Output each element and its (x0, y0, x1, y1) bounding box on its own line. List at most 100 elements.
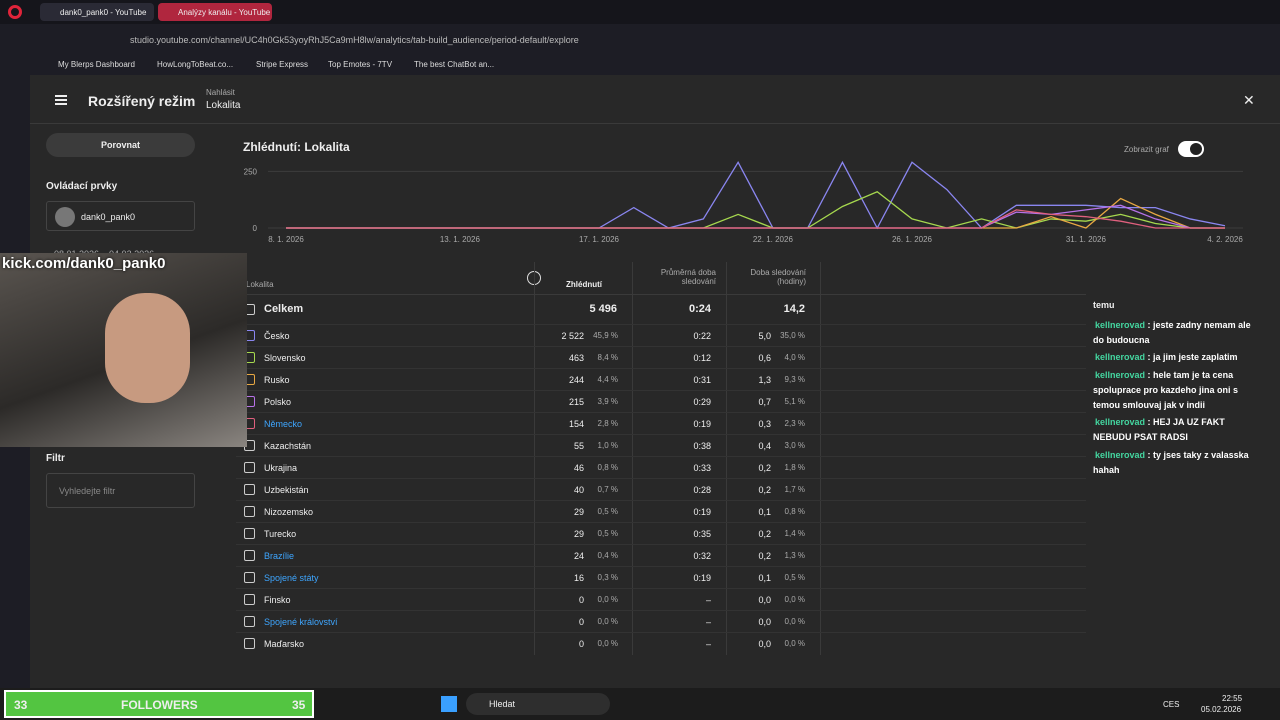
row-divider (236, 390, 1086, 391)
checkbox[interactable] (244, 572, 255, 583)
views: 29 (573, 507, 584, 517)
toggle[interactable] (1178, 141, 1204, 157)
chat-text: ja jim jeste zaplatim (1153, 352, 1238, 362)
filter-placeholder: Vyhledejte filtr (59, 486, 116, 496)
chart: 0 250 8. 1. 2026 13. 1. 2026 17. 1. 2026 22. … (244, 160, 1243, 244)
chat-separator: : (1145, 370, 1154, 380)
checkbox[interactable] (244, 484, 255, 495)
chat-message: kellnerovad : hele tam je ta cena spolup… (1093, 368, 1263, 413)
tab[interactable]: dank0_pank0 - YouTube (40, 3, 154, 21)
filter-input[interactable]: Vyhledejte filtr (46, 473, 195, 508)
col-header-hours[interactable]: Doba sledování (hodiny) (750, 268, 806, 286)
bookmark[interactable]: HowLongToBeat.co... (157, 60, 234, 69)
toggle-label: Zobrazit graf (1124, 145, 1169, 154)
opera-logo[interactable] (8, 5, 22, 19)
views: 16 (573, 573, 584, 583)
bookmark[interactable]: The best ChatBot an... (414, 60, 495, 69)
views: 55 (573, 441, 584, 451)
views: 24 (573, 551, 584, 561)
row-divider (236, 412, 1086, 413)
hours: 0,2 (758, 551, 771, 561)
views: 40 (573, 485, 584, 495)
views-pct: 0,5 % (597, 529, 618, 538)
x-tick-label: 4. 2. 2026 (1207, 235, 1243, 244)
search-box[interactable]: Hledat (466, 693, 610, 715)
chat-separator: : (1145, 320, 1154, 330)
views-pct: 0,5 % (597, 507, 618, 516)
checkbox[interactable] (244, 462, 255, 473)
start-button[interactable] (441, 696, 457, 712)
row-divider (236, 588, 1086, 589)
avg-duration: 0:32 (693, 551, 711, 561)
hours: 0,2 (758, 463, 771, 473)
table: Lokalita Zhlédnutí Průměrná doba sledování… (216, 262, 1086, 662)
avg-duration: 0:31 (693, 375, 711, 385)
checkbox[interactable] (244, 616, 255, 627)
row-divider (236, 544, 1086, 545)
menu-icon[interactable] (55, 95, 67, 97)
views: 215 (568, 397, 584, 407)
row-divider (236, 522, 1086, 523)
row-divider (236, 434, 1086, 435)
column-divider (632, 262, 633, 655)
header-title: Rozšířený režim (88, 93, 196, 109)
total-name: Celkem (264, 303, 304, 315)
checkbox[interactable] (244, 528, 255, 539)
followers-label: FOLLOWERS (121, 698, 198, 712)
hours-pct: 0,0 % (784, 595, 805, 604)
row-divider (236, 368, 1086, 369)
hours-pct: 35,0 % (780, 331, 805, 340)
hours: 0,2 (758, 529, 771, 539)
checkbox[interactable] (244, 550, 255, 561)
report-value[interactable]: Lokalita (206, 100, 241, 111)
avg-duration: 0:33 (693, 463, 711, 473)
location-link[interactable]: Spojené státy (264, 573, 319, 583)
location-link[interactable]: Německo (264, 419, 303, 429)
channel-select[interactable]: dank0_pank0 (46, 201, 195, 231)
views: 2 522 (561, 331, 584, 341)
location-name: Uzbekistán (264, 485, 309, 495)
views-pct: 0,4 % (597, 551, 618, 560)
bookmark[interactable]: Top Emotes - 7TV (328, 60, 393, 69)
bookmark[interactable]: My Blerps Dashboard (58, 60, 135, 69)
url-field[interactable]: studio.youtube.com/channel/UC4h0Gk53yoyR… (115, 29, 1165, 51)
checkbox[interactable] (244, 638, 255, 649)
chat-user: kellnerovad (1095, 320, 1146, 330)
avg-duration: – (705, 617, 711, 627)
views: 46 (573, 463, 584, 473)
col-header-avg[interactable]: Průměrná doba sledování (660, 268, 716, 286)
tab[interactable]: Analýzy kanálu - YouTube (158, 3, 272, 21)
avg-duration: 0:12 (693, 353, 711, 363)
checkbox[interactable] (244, 594, 255, 605)
avg-duration: 0:35 (693, 529, 711, 539)
series-line (286, 160, 1226, 230)
channel-avatar (55, 207, 75, 227)
hours-pct: 1,8 % (784, 463, 805, 472)
avg-duration: 0:19 (693, 573, 711, 583)
column-divider (726, 262, 727, 655)
chat-text: HEJ JA UZ FAKT NEBUDU PSAT RADSI (1093, 417, 1225, 442)
checkbox[interactable] (244, 506, 255, 517)
location-name: Kazachstán (264, 441, 312, 451)
close-icon[interactable]: ✕ (1243, 92, 1255, 108)
chat-user: kellnerovad (1095, 370, 1146, 380)
column-divider (820, 262, 821, 655)
views: 244 (568, 375, 584, 385)
hours: 0,0 (758, 617, 771, 627)
location-link[interactable]: Brazílie (264, 551, 295, 561)
search-label: Hledat (489, 699, 516, 709)
views-pct: 1,0 % (597, 441, 618, 450)
bookmark[interactable]: Stripe Express (256, 60, 309, 69)
chat-message: kellnerovad : jeste zadny nemam ale do b… (1093, 318, 1263, 348)
location-link[interactable]: Spojené království (264, 617, 338, 627)
hours-pct: 0,5 % (784, 573, 805, 582)
col-header-views[interactable]: Zhlédnutí (566, 280, 602, 289)
language[interactable]: CES (1163, 700, 1180, 709)
chat-partial: temu (1093, 300, 1115, 310)
hours-pct: 1,7 % (784, 485, 805, 494)
row-divider (236, 346, 1086, 347)
hours: 0,4 (758, 441, 771, 451)
avg-duration: 0:28 (693, 485, 711, 495)
compare-button[interactable]: Porovnat (46, 133, 195, 157)
